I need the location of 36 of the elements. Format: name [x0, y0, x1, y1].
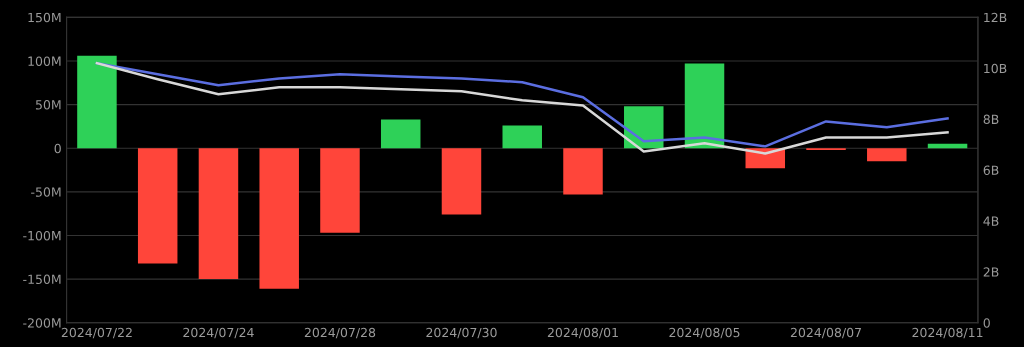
- x-tick-label: 2024/07/30: [426, 327, 497, 339]
- bar: [198, 148, 239, 280]
- bar: [77, 55, 117, 149]
- y-tick-label: -200M: [23, 318, 61, 328]
- y2-tick-label: 4B: [983, 216, 999, 226]
- bar: [502, 125, 542, 149]
- bar: [624, 106, 664, 149]
- bar: [320, 148, 360, 233]
- x-tick-label: 2024/08/11: [912, 327, 983, 339]
- bar: [380, 119, 421, 149]
- y2-tick-label: 2B: [983, 267, 999, 277]
- y2-tick-label: 6B: [983, 165, 999, 175]
- bar: [684, 63, 725, 149]
- x-tick-label: 2024/08/07: [790, 327, 861, 339]
- x-tick-label: 2024/07/28: [304, 327, 376, 339]
- y-tick-label: 150M: [28, 12, 61, 23]
- y-tick-label: -100M: [23, 230, 61, 241]
- y2-tick-label: 8B: [983, 114, 999, 125]
- y2-tick-label: 10B: [984, 63, 1007, 74]
- bar: [441, 148, 482, 215]
- bar: [563, 148, 603, 195]
- bar: [137, 148, 178, 264]
- bar: [867, 148, 907, 162]
- y-tick-label: 50M: [35, 100, 61, 110]
- y-tick-label: 0: [54, 143, 61, 154]
- y-tick-label: -150M: [23, 274, 61, 285]
- x-tick-label: 2024/08/01: [547, 327, 618, 339]
- y-tick-label: 100M: [28, 56, 61, 66]
- bar: [927, 143, 968, 149]
- y2-tick-label: 0: [983, 318, 990, 328]
- y2-tick-label: 12B: [984, 12, 1007, 23]
- x-tick-label: 2024/07/22: [61, 327, 132, 339]
- x-tick-label: 2024/08/05: [669, 327, 740, 339]
- y-tick-label: -50M: [31, 187, 61, 197]
- bar: [259, 148, 299, 289]
- x-tick-label: 2024/07/24: [183, 327, 254, 339]
